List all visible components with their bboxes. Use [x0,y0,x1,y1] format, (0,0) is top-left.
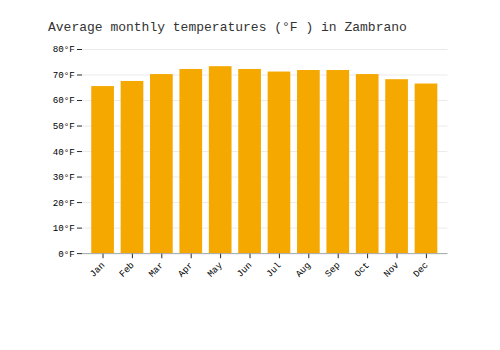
svg-text:60°F: 60°F [53,95,75,106]
svg-text:70°F: 70°F [53,70,75,81]
svg-text:Jan: Jan [88,260,108,280]
svg-text:Jun: Jun [235,260,255,280]
svg-text:Mar: Mar [146,260,166,280]
svg-text:0°F: 0°F [58,249,75,260]
svg-text:80°F: 80°F [53,44,75,55]
svg-text:Feb: Feb [117,260,137,280]
svg-text:Jul: Jul [264,260,284,280]
svg-text:Apr: Apr [176,260,196,280]
svg-text:Oct: Oct [352,260,372,280]
svg-text:30°F: 30°F [53,172,75,183]
svg-text:Aug: Aug [293,260,313,280]
svg-text:50°F: 50°F [53,121,75,132]
svg-text:20°F: 20°F [53,198,75,209]
svg-text:Nov: Nov [382,260,402,280]
svg-text:May: May [205,260,225,280]
svg-text:Sep: Sep [323,260,343,280]
html-text:Average monthly temperatures (: Average monthly temperatures (°F ) in Za… [48,20,407,35]
svg-text:40°F: 40°F [53,147,75,158]
svg-text:10°F: 10°F [53,223,75,234]
svg-text:Dec: Dec [411,260,431,280]
